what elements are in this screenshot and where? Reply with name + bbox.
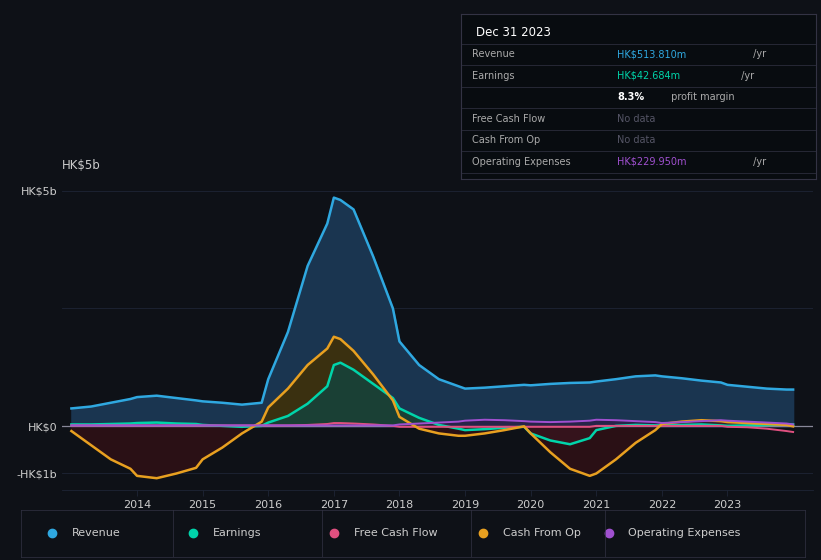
Text: HK$5b: HK$5b	[62, 159, 100, 172]
Text: No data: No data	[617, 114, 656, 124]
Text: HK$229.950m: HK$229.950m	[617, 157, 687, 167]
Text: /yr: /yr	[750, 49, 766, 59]
Text: profit margin: profit margin	[667, 92, 735, 102]
Text: No data: No data	[617, 136, 656, 146]
Text: Operating Expenses: Operating Expenses	[472, 157, 571, 167]
Text: HK$513.810m: HK$513.810m	[617, 49, 686, 59]
Text: Revenue: Revenue	[71, 529, 120, 538]
Text: HK$42.684m: HK$42.684m	[617, 71, 681, 81]
Text: 8.3%: 8.3%	[617, 92, 644, 102]
Text: /yr: /yr	[738, 71, 754, 81]
Text: Earnings: Earnings	[213, 529, 261, 538]
Text: Cash From Op: Cash From Op	[502, 529, 580, 538]
Text: Free Cash Flow: Free Cash Flow	[472, 114, 545, 124]
Text: Free Cash Flow: Free Cash Flow	[354, 529, 438, 538]
Text: Operating Expenses: Operating Expenses	[628, 529, 741, 538]
Text: Dec 31 2023: Dec 31 2023	[475, 26, 550, 39]
Text: Earnings: Earnings	[472, 71, 515, 81]
Text: /yr: /yr	[750, 157, 766, 167]
Text: Revenue: Revenue	[472, 49, 515, 59]
Text: Cash From Op: Cash From Op	[472, 136, 540, 146]
